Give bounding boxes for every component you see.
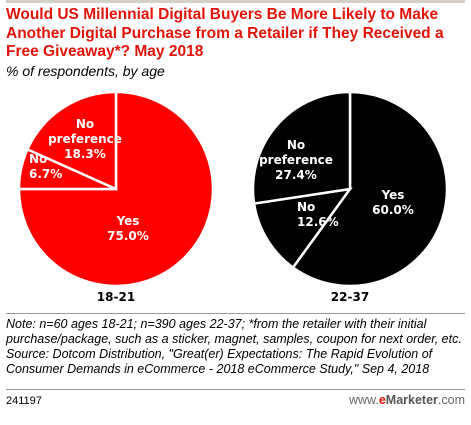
notes-block: Note: n=60 ages 18-21; n=390 ages 22-37;… [6, 317, 468, 377]
pie-slice-no-preference [251, 90, 352, 205]
pie-caption-22-37: 22-37 [331, 290, 369, 304]
slice-label-no-preference: No preference 18.3% [48, 117, 122, 161]
emarketer-logo[interactable]: www.eMarketer.com [348, 393, 465, 407]
top-rule [6, 0, 465, 3]
footer-divider [6, 389, 465, 390]
slice-label-no-preference: No preference 27.4% [259, 138, 333, 182]
pie-slice-no-preference [25, 90, 118, 191]
source-text: Source: Dotcom Distribution, "Great(er) … [6, 347, 433, 376]
notes-divider [6, 313, 465, 314]
pie-slice-yes [291, 90, 449, 288]
pie-slice-no [252, 187, 353, 270]
pie-18-21: Yes 75.0% No 6.7%No preference 18.3% [17, 90, 215, 288]
slice-label-yes: Yes 60.0% [372, 188, 414, 217]
slice-label-yes: Yes 75.0% [107, 214, 149, 243]
slice-label-no: No 6.7% [29, 152, 62, 181]
chart-title: Would US Millennial Digital Buyers Be Mo… [6, 6, 444, 60]
slice-label-no: No 12.6% [297, 200, 339, 229]
pie-22-37: Yes 60.0% No 12.6% No preference 27.4% [251, 90, 449, 288]
chart-id: 241197 [6, 395, 42, 407]
note-text: Note: n=60 ages 18-21; n=390 ages 22-37;… [6, 317, 462, 346]
pie-slice-yes [17, 90, 215, 288]
pie-caption-18-21: 18-21 [97, 290, 135, 304]
chart-subtitle: % of respondents, by age [6, 63, 165, 79]
